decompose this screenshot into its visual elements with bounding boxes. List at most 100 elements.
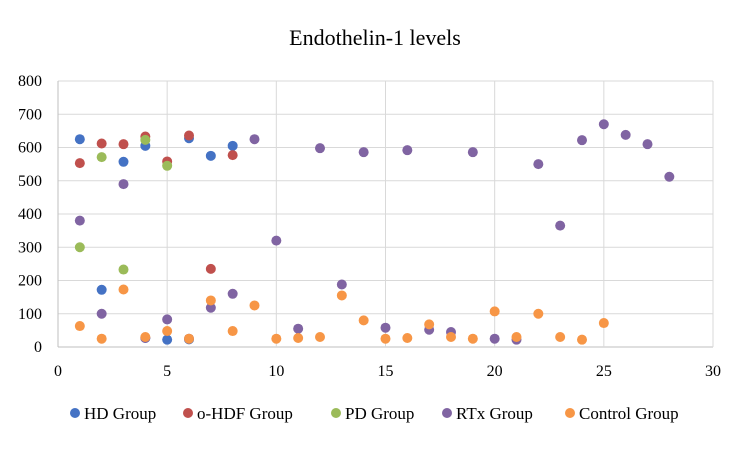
- data-point: [358, 315, 369, 326]
- data-point: [118, 139, 129, 150]
- x-tick-label: 20: [487, 363, 503, 380]
- data-point: [96, 284, 107, 295]
- data-point: [74, 242, 85, 253]
- data-point: [555, 332, 566, 343]
- y-tick-label: 600: [18, 140, 42, 157]
- data-point: [118, 179, 129, 190]
- data-point: [184, 130, 194, 141]
- legend-label: PD Group: [345, 404, 414, 423]
- data-point: [467, 147, 478, 158]
- data-point: [205, 295, 216, 306]
- y-tick-label: 400: [18, 206, 42, 223]
- data-point: [96, 152, 107, 163]
- data-point: [489, 306, 500, 317]
- x-tick-label: 0: [54, 363, 62, 380]
- data-point: [162, 160, 173, 171]
- data-point: [249, 300, 260, 311]
- legend: HD Group o-HDF Group PD Group RTx Group Cont…: [70, 404, 679, 423]
- data-point: [446, 332, 456, 343]
- data-point: [74, 215, 85, 226]
- data-point: [227, 326, 238, 337]
- legend-marker: [442, 408, 452, 418]
- series-pd-group: [74, 134, 173, 275]
- data-point: [358, 147, 369, 158]
- data-point: [664, 171, 675, 182]
- data-point: [74, 134, 85, 145]
- y-tick-label: 700: [18, 106, 42, 123]
- data-point: [598, 119, 609, 130]
- data-point: [336, 279, 347, 290]
- y-tick-label: 500: [18, 173, 42, 190]
- legend-marker: [183, 408, 193, 418]
- data-point: [118, 284, 129, 295]
- legend-marker: [565, 408, 575, 418]
- data-point: [293, 333, 304, 344]
- data-point: [598, 318, 609, 329]
- y-tick-label: 100: [18, 306, 42, 323]
- data-point: [205, 150, 216, 161]
- data-point: [74, 158, 85, 169]
- grid-layer: [57, 80, 714, 348]
- data-point: [227, 288, 238, 299]
- y-tick-label: 200: [18, 273, 42, 290]
- y-tick-label: 0: [34, 339, 42, 356]
- y-tick-label: 300: [18, 239, 42, 256]
- legend-marker: [70, 408, 80, 418]
- data-point: [227, 140, 238, 151]
- x-tick-label: 5: [163, 363, 171, 380]
- data-point: [118, 264, 129, 275]
- data-point: [402, 145, 413, 156]
- data-point: [620, 129, 631, 140]
- x-tick-label: 25: [596, 363, 612, 380]
- data-point: [140, 134, 151, 145]
- legend-label: Control Group: [579, 404, 679, 423]
- y-tick-label: 800: [18, 73, 42, 90]
- x-tick-label: 15: [378, 363, 394, 380]
- data-point: [402, 333, 413, 344]
- series-rtx-group: [74, 119, 675, 345]
- data-point: [205, 263, 216, 274]
- data-point: [140, 332, 151, 343]
- legend-marker: [331, 408, 341, 418]
- data-point: [533, 308, 544, 319]
- data-point: [249, 134, 260, 145]
- x-tick-label: 10: [268, 363, 284, 380]
- data-point: [271, 235, 282, 246]
- data-point: [315, 143, 325, 154]
- data-point: [380, 322, 391, 333]
- data-point: [511, 332, 522, 343]
- data-point: [642, 139, 653, 150]
- data-point: [162, 314, 173, 325]
- data-point: [489, 333, 500, 344]
- data-point: [315, 332, 325, 343]
- x-tick-label: 30: [705, 363, 721, 380]
- data-point: [380, 333, 391, 344]
- data-point: [118, 156, 129, 167]
- data-point: [424, 319, 435, 330]
- series-control-group: [74, 284, 609, 345]
- legend-label: RTx Group: [456, 404, 533, 423]
- data-point: [227, 150, 238, 161]
- data-point: [271, 333, 282, 344]
- data-point: [577, 135, 587, 146]
- data-point: [96, 333, 107, 344]
- axis-layer: 0 100 200 300 400 500 600 700 800 0 5 10 15 20 25 30: [18, 73, 721, 380]
- data-point: [96, 308, 107, 319]
- data-point: [162, 334, 173, 345]
- data-point: [205, 302, 216, 313]
- data-point: [533, 159, 544, 170]
- legend-label: HD Group: [84, 404, 156, 423]
- data-point: [555, 220, 566, 231]
- data-point: [74, 321, 85, 332]
- data-point: [293, 323, 304, 334]
- data-point: [467, 333, 478, 344]
- data-point: [96, 138, 107, 149]
- chart-title: Endothelin-1 levels: [289, 25, 461, 50]
- data-point: [184, 333, 194, 344]
- points-layer: [74, 119, 675, 345]
- data-point: [336, 290, 347, 301]
- data-point: [162, 326, 173, 337]
- data-point: [577, 334, 587, 345]
